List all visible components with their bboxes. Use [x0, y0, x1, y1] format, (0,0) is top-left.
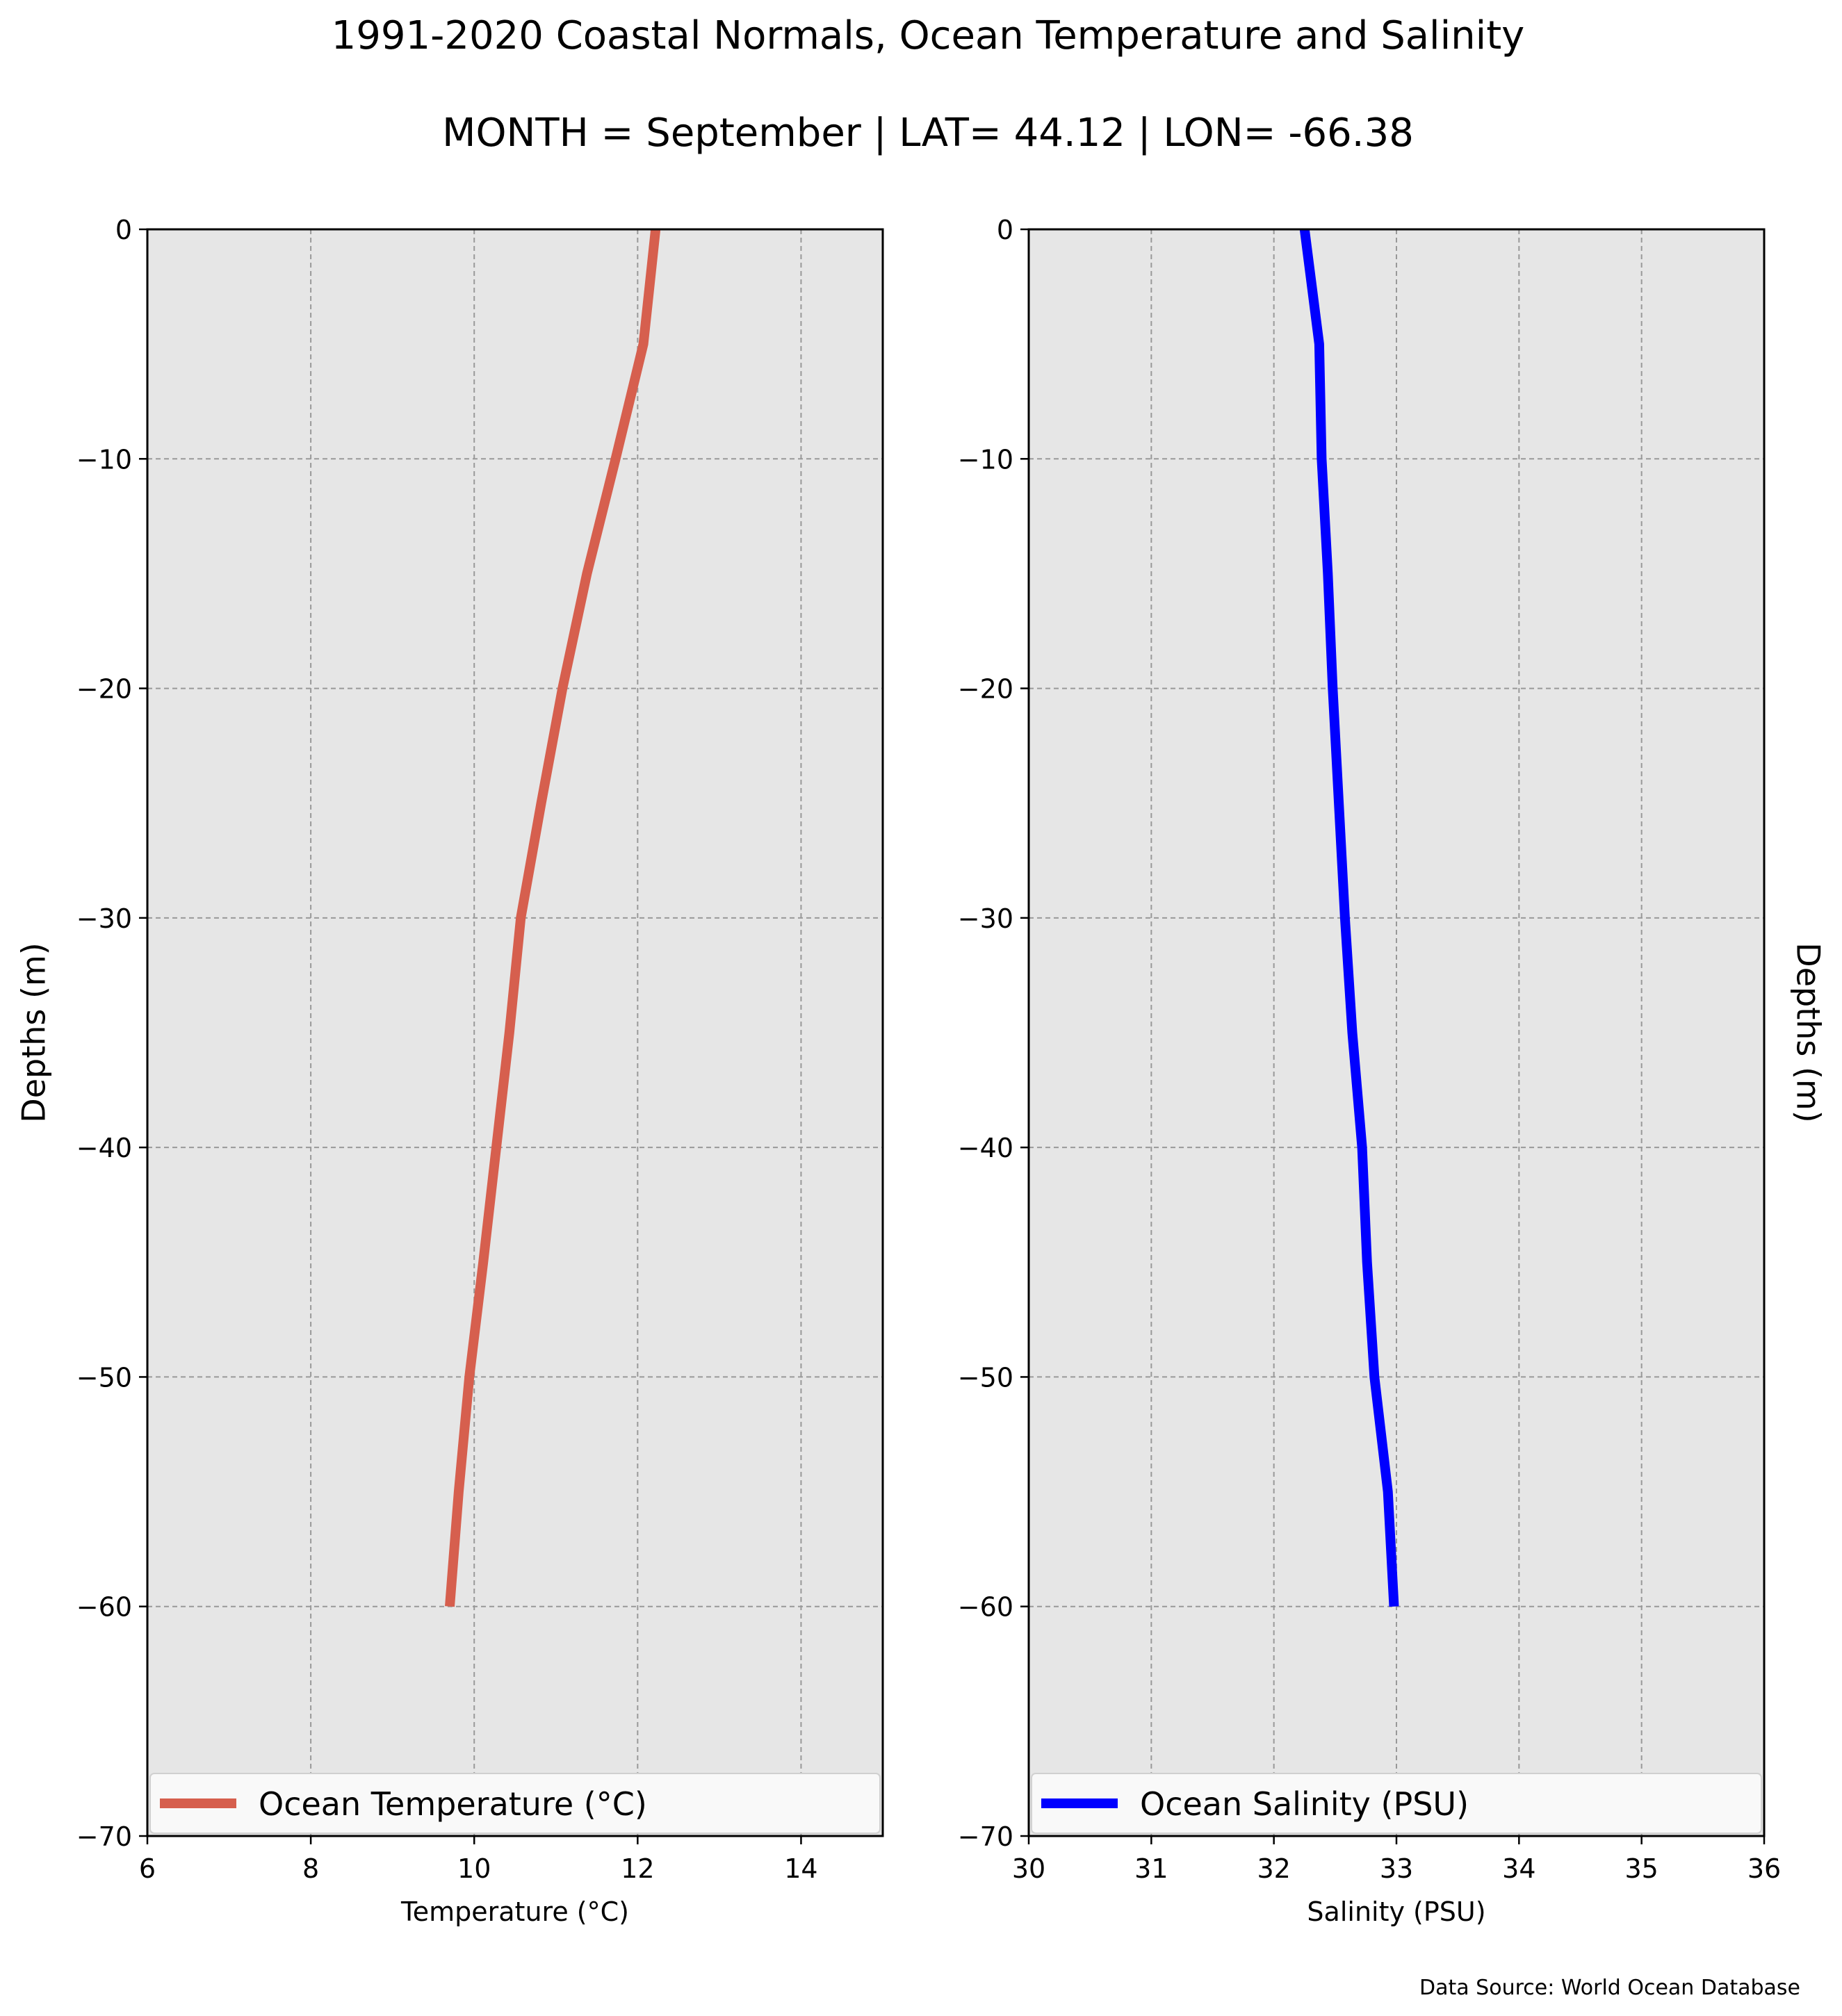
x-tick-label: 34 [1502, 1853, 1535, 1884]
x-tick-label: 10 [457, 1853, 491, 1884]
axes-frame [146, 228, 884, 1837]
y-tick-label: −40 [76, 1133, 132, 1163]
y-tick-label: 0 [997, 215, 1013, 245]
x-axis-label: Salinity (PSU) [1307, 1896, 1485, 1927]
y-tick-label: −50 [958, 1362, 1013, 1393]
legend-box [149, 1773, 881, 1834]
x-tick-label: 6 [139, 1853, 156, 1884]
x-tick-label: 36 [1747, 1853, 1781, 1884]
y-tick-label: −20 [76, 674, 132, 705]
chart-title: 1991-2020 Coastal Normals, Ocean Tempera… [332, 13, 1525, 58]
series-line-0 [445, 229, 661, 1607]
x-axis-label: Temperature (°C) [400, 1896, 629, 1927]
plot-area [147, 229, 883, 1836]
x-tick-label: 31 [1134, 1853, 1168, 1884]
y-tick-label: −60 [958, 1592, 1013, 1623]
y-tick-label: −70 [958, 1821, 1013, 1852]
x-tick-label: 30 [1012, 1853, 1045, 1884]
y-axis-label: Depths (m) [1790, 942, 1827, 1122]
legend-label: Ocean Salinity (PSU) [1140, 1785, 1469, 1823]
legend-box [1031, 1773, 1762, 1834]
x-tick-label: 12 [621, 1853, 654, 1884]
chart-subtitle: MONTH = September | LAT= 44.12 | LON= -6… [442, 110, 1414, 156]
y-tick-label: −50 [76, 1362, 132, 1393]
y-tick-label: −30 [958, 903, 1013, 934]
temperature-panel: Ocean Temperature (°C) 6 8 10 12 14 0 −10 −20 −30… [15, 215, 884, 1927]
y-tick-label: −70 [76, 1821, 132, 1852]
y-tick-label: 0 [115, 215, 132, 245]
legend: Ocean Salinity (PSU) [1031, 1773, 1762, 1834]
y-tick-label: −60 [76, 1592, 132, 1623]
x-tick-label: 35 [1624, 1853, 1658, 1884]
y-tick-label: −30 [76, 903, 132, 934]
x-tick-label: 14 [784, 1853, 817, 1884]
series-line-0 [1299, 229, 1399, 1607]
y-tick-label: −10 [958, 444, 1013, 475]
salinity-panel: Ocean Salinity (PSU) 30 31 32 33 34 35 36 0 −10 −2… [958, 215, 1827, 1927]
x-tick-label: 33 [1380, 1853, 1413, 1884]
data-source-note: Data Source: World Ocean Database [1419, 1976, 1800, 2000]
y-tick-label: −10 [76, 444, 132, 475]
y-tick-label: −40 [958, 1133, 1013, 1163]
x-tick-label: 32 [1257, 1853, 1290, 1884]
y-tick-label: −20 [958, 674, 1013, 705]
y-axis-label: Depths (m) [15, 942, 53, 1122]
legend-label: Ocean Temperature (°C) [259, 1785, 647, 1823]
legend: Ocean Temperature (°C) [149, 1773, 881, 1834]
x-tick-label: 8 [302, 1853, 319, 1884]
